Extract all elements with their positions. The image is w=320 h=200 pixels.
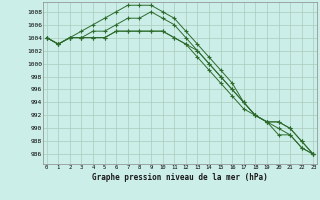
- X-axis label: Graphe pression niveau de la mer (hPa): Graphe pression niveau de la mer (hPa): [92, 173, 268, 182]
